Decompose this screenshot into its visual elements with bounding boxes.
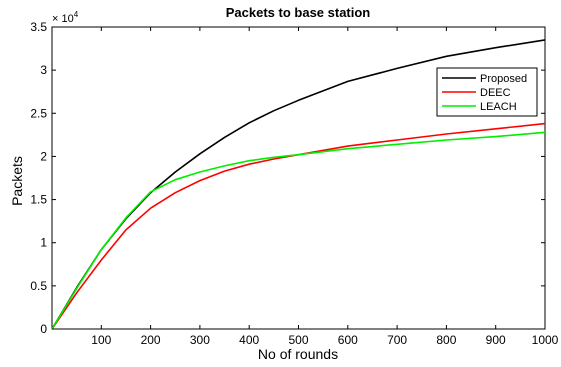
legend: Proposed DEEC LEACH	[436, 67, 538, 117]
series-line-deec	[51, 122, 546, 330]
legend-label-deec: DEEC	[480, 87, 511, 99]
y-axis-multiplier: × 104	[52, 10, 79, 25]
y-axis-ticks: 0 0.5 1 1.5 2 2.5 3 3.5	[30, 20, 545, 336]
y-tick-label: 1.5	[30, 193, 47, 207]
y-tick-label: 3.5	[30, 20, 47, 34]
y-tick-label: 2	[40, 149, 47, 163]
series-line-leach	[51, 131, 546, 330]
x-tick-label: 1000	[532, 333, 559, 347]
x-tick-label: 500	[288, 333, 308, 347]
y-tick-label: 1	[40, 236, 47, 250]
y-tick-label: 2.5	[30, 106, 47, 120]
y-multiplier-exponent: 4	[74, 10, 79, 19]
x-axis-label: No of rounds	[258, 346, 338, 362]
y-multiplier-base: × 10	[52, 13, 74, 25]
y-tick-label: 0	[40, 322, 47, 336]
legend-label-proposed: Proposed	[480, 73, 527, 85]
x-tick-label: 400	[239, 333, 259, 347]
x-axis-ticks: 100 200 300 400 500 600 700 800 900 1000	[91, 27, 559, 347]
x-tick-label: 300	[190, 333, 210, 347]
x-tick-label: 700	[387, 333, 407, 347]
x-tick-label: 900	[486, 333, 506, 347]
x-tick-label: 100	[91, 333, 111, 347]
y-axis-label: Packets	[9, 156, 25, 206]
x-tick-label: 200	[141, 333, 161, 347]
chart-title: Packets to base station	[226, 5, 371, 20]
legend-label-leach: LEACH	[480, 101, 517, 113]
x-tick-label: 600	[338, 333, 358, 347]
x-tick-label: 800	[436, 333, 456, 347]
y-tick-label: 3	[40, 63, 47, 77]
series-layer	[51, 39, 546, 330]
y-tick-label: 0.5	[30, 279, 47, 293]
